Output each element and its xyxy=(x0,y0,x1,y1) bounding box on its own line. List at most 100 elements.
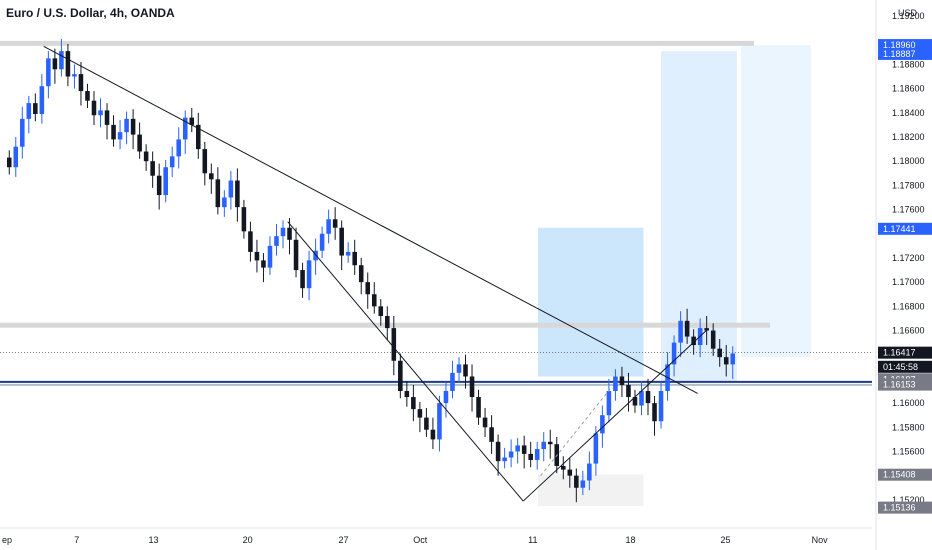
candle-body xyxy=(580,480,586,488)
price-axis-background xyxy=(872,0,932,550)
price-tag-label: 1.15136 xyxy=(883,503,916,513)
candle-body xyxy=(254,251,260,261)
price-tick-label: 1.15800 xyxy=(892,422,925,432)
candle-body xyxy=(632,397,638,406)
candle-body xyxy=(163,167,168,196)
candle-body xyxy=(345,251,351,256)
candle-body xyxy=(398,360,403,391)
candle-body xyxy=(528,453,533,460)
price-tag xyxy=(878,468,932,481)
candle-body xyxy=(39,86,45,115)
candle-body xyxy=(684,320,690,337)
candle-body xyxy=(489,427,494,442)
time-tick-label: 11 xyxy=(528,535,537,545)
price-tag xyxy=(878,222,932,235)
price-tick-label: 1.18600 xyxy=(892,84,925,94)
candle-body xyxy=(85,91,90,101)
candle-body xyxy=(593,433,599,464)
price-tick-label: 1.18200 xyxy=(892,132,925,142)
time-tick-label: ep xyxy=(2,535,12,545)
price-tick-label: 1.15200 xyxy=(892,495,925,505)
price-tick-label: 1.18000 xyxy=(892,156,925,166)
candle-body xyxy=(228,180,234,198)
candle-body xyxy=(391,328,397,361)
trendlines xyxy=(43,45,707,502)
candle-body xyxy=(378,306,384,317)
candle-body xyxy=(560,465,566,470)
price-tick-label: 1.17000 xyxy=(892,277,925,287)
candle-body xyxy=(639,391,644,406)
candle-body xyxy=(104,110,110,125)
candle-body xyxy=(111,124,116,140)
top-resistance xyxy=(0,40,754,46)
candle-body xyxy=(20,118,25,147)
candle-body xyxy=(443,391,449,404)
candle-body xyxy=(437,403,442,440)
candle-body xyxy=(332,219,338,228)
candle-body xyxy=(98,110,103,116)
candle-body xyxy=(209,173,214,180)
candle-body xyxy=(222,197,227,208)
candle-body xyxy=(130,118,136,135)
candle-body xyxy=(59,51,64,70)
candle-body xyxy=(189,117,195,125)
time-tick-label: 25 xyxy=(720,535,730,545)
candle-body xyxy=(515,445,520,452)
candle-body xyxy=(358,265,364,283)
candle-body xyxy=(710,330,716,349)
candle-body xyxy=(730,353,736,365)
price-tag xyxy=(878,47,932,60)
candle-body xyxy=(202,149,208,174)
price-tag xyxy=(878,346,932,359)
price-tag xyxy=(878,378,932,391)
candle-body xyxy=(117,132,123,140)
candle-body xyxy=(195,124,201,150)
currency-label: USD xyxy=(898,8,918,18)
ascending-trendline xyxy=(522,330,707,502)
candle-body xyxy=(267,245,273,268)
long-position-zone-3-profit xyxy=(741,45,811,358)
candle-body xyxy=(424,417,429,430)
price-tick-label: 1.19200 xyxy=(892,11,925,21)
position-zones xyxy=(538,45,811,506)
candle-body xyxy=(339,227,344,256)
candle-body xyxy=(156,175,162,196)
mid-resistance xyxy=(0,322,770,328)
chart-title: Euro / U.S. Dollar, 4h, OANDA xyxy=(6,6,175,20)
candle-body xyxy=(65,51,71,77)
price-tick-label: 1.15600 xyxy=(892,446,925,456)
candle-body xyxy=(450,372,455,391)
candle-body xyxy=(671,342,677,365)
time-axis: ep 7 13 20 27 Oct 11 18 25 Nov xyxy=(0,527,872,545)
candle-body xyxy=(600,415,605,434)
candle-body xyxy=(704,328,709,331)
candle-body xyxy=(678,320,683,343)
candle-body xyxy=(287,227,292,240)
candle-body xyxy=(463,364,468,377)
candle-body xyxy=(613,376,618,391)
candle-body xyxy=(606,391,612,416)
candle-body xyxy=(626,384,631,398)
candle-body xyxy=(52,58,58,70)
price-tick-label: 1.18800 xyxy=(892,59,925,69)
price-axis: USD1.192001.188001.186001.184001.182001.… xyxy=(872,0,932,550)
candle-body xyxy=(261,260,266,268)
candle-body xyxy=(124,118,129,133)
time-tick-label: 13 xyxy=(148,535,158,545)
candle-body xyxy=(274,236,279,246)
price-tag xyxy=(878,360,932,373)
candle-body xyxy=(91,100,97,116)
candle-body xyxy=(143,151,149,162)
candle-body xyxy=(150,161,155,176)
candle-body xyxy=(541,441,547,450)
price-tag-label: 01:45:58 xyxy=(883,362,918,372)
candle-body xyxy=(645,391,651,404)
time-tick-label: Nov xyxy=(812,535,829,545)
price-tick-label: 1.17800 xyxy=(892,180,925,190)
candle-body xyxy=(182,117,188,140)
time-tick-label: 18 xyxy=(625,535,635,545)
price-tag-label: 1.16417 xyxy=(883,348,916,358)
candle-body xyxy=(691,336,696,346)
